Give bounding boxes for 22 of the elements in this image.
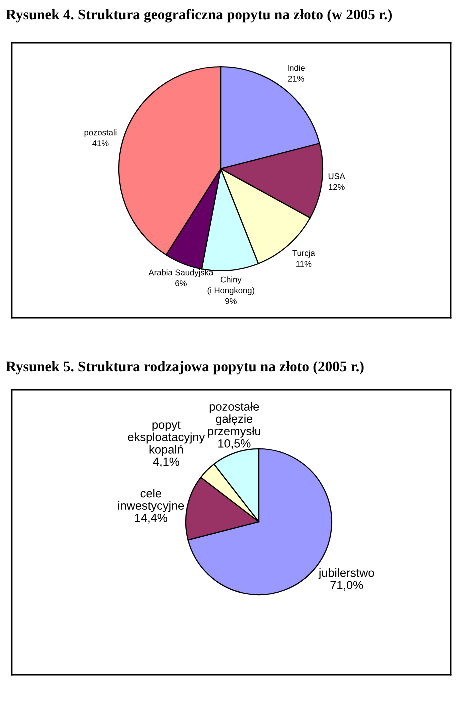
slice-label: pozostali	[84, 130, 117, 138]
data-label: 11%	[296, 261, 312, 267]
slice-label: Indie	[288, 65, 305, 72]
data-label: 21%	[288, 76, 304, 82]
data-label: 14,4%	[135, 514, 168, 524]
data-label: 10,5%	[218, 439, 251, 450]
slice-label: pozostałe gałęzie przemysłu	[208, 402, 261, 438]
slice-label: cele inwestycyjne	[118, 489, 184, 512]
data-label: 41%	[92, 140, 109, 146]
data-label: 6%	[176, 280, 187, 286]
data-label: 71,0%	[330, 581, 364, 591]
chart-title: Rysunek 4. Struktura geograficzna popytu na złoto (w 2005 r.)	[6, 9, 392, 23]
chart-title: Rysunek 5. Struktura rodzajowa popytu na złoto (2005 r.)	[6, 361, 364, 375]
slice-label: popyt eksploatacyjny kopalń	[128, 421, 206, 456]
slice-label: Chiny (i Hongkong)	[208, 276, 255, 296]
slice-label: Arabia Saudyjska	[148, 270, 214, 278]
slice-label: jubilerstwo	[318, 568, 374, 580]
data-label: 9%	[226, 298, 237, 304]
data-label: 12%	[329, 184, 345, 190]
slice-label: USA	[328, 173, 346, 180]
data-label: 4,1%	[153, 458, 180, 468]
slice-label: Turcja	[292, 250, 316, 258]
